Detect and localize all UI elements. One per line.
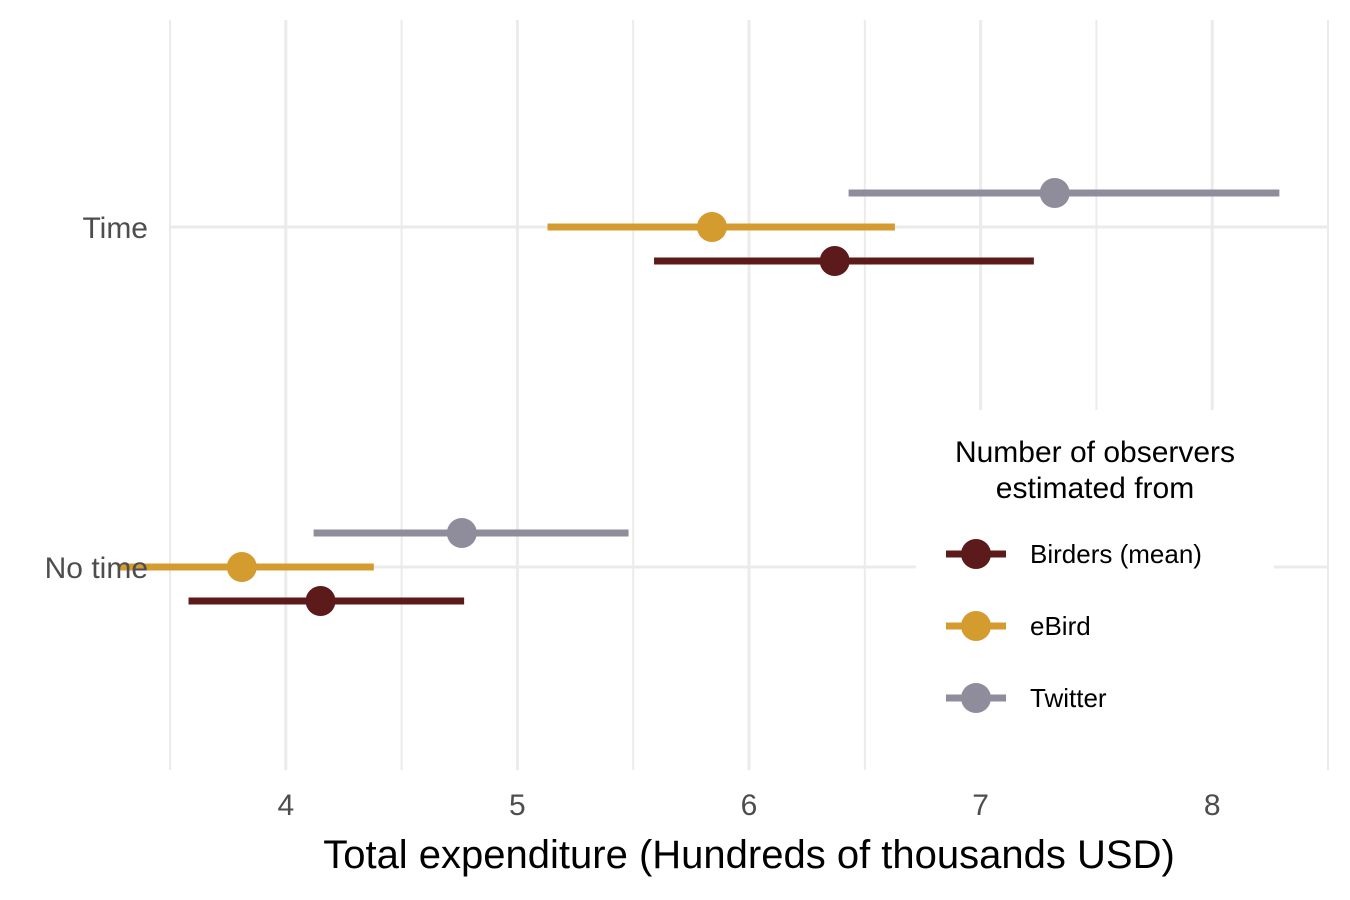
legend-key-point	[961, 683, 991, 713]
x-tick-label: 7	[972, 789, 989, 822]
legend-label: Twitter	[1030, 683, 1107, 713]
x-tick-label: 5	[509, 789, 526, 822]
legend-title-line: Number of observers	[955, 436, 1235, 469]
x-tick-label: 6	[741, 789, 758, 822]
x-tick-label: 4	[277, 789, 294, 822]
estimate-point	[446, 518, 477, 548]
interval-layer	[119, 178, 1280, 616]
estimate-point	[1039, 178, 1070, 208]
legend-key-point	[961, 611, 991, 641]
legend-title-line: estimated from	[996, 472, 1194, 505]
estimate-point	[226, 552, 257, 582]
estimate-point	[305, 586, 336, 616]
x-tick-labels: 4 5 6 7 8	[277, 789, 1220, 822]
y-tick-label: No time	[45, 552, 148, 585]
y-tick-label: Time	[82, 212, 148, 245]
grid-lines	[169, 20, 1329, 770]
y-tick-labels: Time No time	[45, 212, 148, 585]
x-axis-title: Total expenditure (Hundreds of thousands…	[323, 833, 1175, 877]
x-tick-label: 8	[1204, 789, 1221, 822]
legend-label: Birders (mean)	[1030, 539, 1202, 569]
legend-label: eBird	[1030, 611, 1091, 641]
legend-key-point	[961, 539, 991, 569]
estimate-point	[819, 246, 850, 276]
estimate-point	[696, 212, 727, 242]
